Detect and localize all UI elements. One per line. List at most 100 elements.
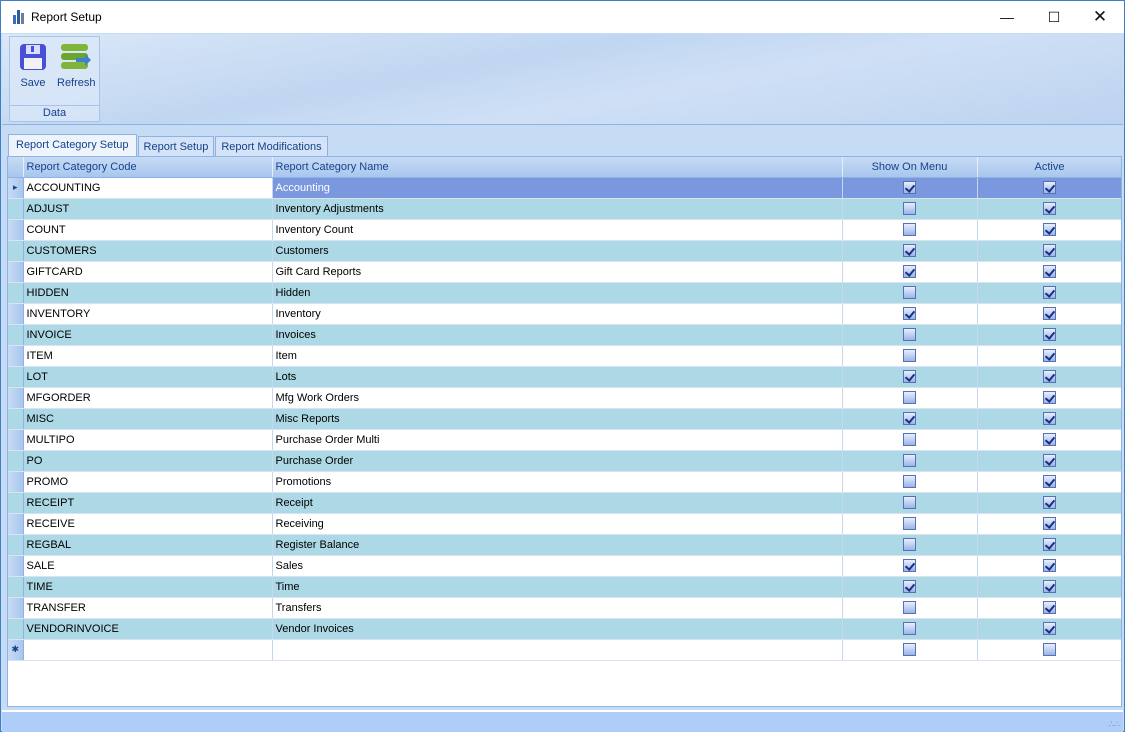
table-row[interactable]: RECEIVE Receiving [8, 513, 1121, 535]
tab-report-category-setup[interactable]: Report Category Setup [8, 134, 137, 157]
active-checkbox[interactable] [1043, 517, 1056, 530]
table-row[interactable]: VENDORINVOICE Vendor Invoices [8, 618, 1121, 640]
show-on-menu-checkbox[interactable] [903, 244, 916, 257]
row-header[interactable] [8, 471, 24, 493]
row-header[interactable] [8, 345, 24, 367]
show-on-menu-checkbox[interactable] [903, 475, 916, 488]
show-on-menu-checkbox[interactable] [903, 643, 916, 656]
cell-code[interactable]: SALE [23, 555, 273, 577]
active-checkbox[interactable] [1043, 622, 1056, 635]
cell-code[interactable]: GIFTCARD [23, 261, 273, 283]
show-on-menu-checkbox[interactable] [903, 202, 916, 215]
active-checkbox[interactable] [1043, 370, 1056, 383]
active-checkbox[interactable] [1043, 349, 1056, 362]
save-button[interactable]: Save [19, 43, 47, 89]
table-row[interactable]: ▸ ACCOUNTING Accounting [8, 177, 1121, 199]
cell-code[interactable]: TRANSFER [23, 597, 273, 619]
active-checkbox[interactable] [1043, 391, 1056, 404]
show-on-menu-checkbox[interactable] [903, 496, 916, 509]
cell-name[interactable]: Item [272, 345, 843, 367]
cell-code[interactable]: PROMO [23, 471, 273, 493]
row-header[interactable] [8, 618, 24, 640]
tab-report-setup[interactable]: Report Setup [137, 136, 215, 157]
cell-code[interactable] [23, 639, 273, 661]
cell-code[interactable]: CUSTOMERS [23, 240, 273, 262]
cell-name[interactable]: Invoices [272, 324, 843, 346]
table-row[interactable]: INVOICE Invoices [8, 324, 1121, 346]
cell-code[interactable]: ADJUST [23, 198, 273, 220]
column-header-show-on-menu[interactable]: Show On Menu [842, 157, 978, 178]
show-on-menu-checkbox[interactable] [903, 580, 916, 593]
maximize-button[interactable]: ☐ [1047, 8, 1061, 25]
show-on-menu-checkbox[interactable] [903, 181, 916, 194]
active-checkbox[interactable] [1043, 223, 1056, 236]
cell-code[interactable]: INVENTORY [23, 303, 273, 325]
row-header[interactable] [8, 450, 24, 472]
cell-name[interactable] [272, 639, 843, 661]
cell-name[interactable]: Time [272, 576, 843, 598]
cell-code[interactable]: MFGORDER [23, 387, 273, 409]
active-checkbox[interactable] [1043, 202, 1056, 215]
cell-name[interactable]: Transfers [272, 597, 843, 619]
table-row[interactable]: REGBAL Register Balance [8, 534, 1121, 556]
cell-name[interactable]: Mfg Work Orders [272, 387, 843, 409]
table-row[interactable]: MISC Misc Reports [8, 408, 1121, 430]
table-row[interactable]: SALE Sales [8, 555, 1121, 577]
active-checkbox[interactable] [1043, 244, 1056, 257]
active-checkbox[interactable] [1043, 643, 1056, 656]
active-checkbox[interactable] [1043, 286, 1056, 299]
table-row[interactable]: HIDDEN Hidden [8, 282, 1121, 304]
cell-name[interactable]: Purchase Order Multi [272, 429, 843, 451]
table-row[interactable]: TRANSFER Transfers [8, 597, 1121, 619]
cell-code[interactable]: RECEIVE [23, 513, 273, 535]
cell-name[interactable]: Register Balance [272, 534, 843, 556]
active-checkbox[interactable] [1043, 454, 1056, 467]
cell-name[interactable]: Inventory Adjustments [272, 198, 843, 220]
table-row[interactable]: RECEIPT Receipt [8, 492, 1121, 514]
cell-code[interactable]: HIDDEN [23, 282, 273, 304]
show-on-menu-checkbox[interactable] [903, 391, 916, 404]
table-row[interactable]: MULTIPO Purchase Order Multi [8, 429, 1121, 451]
row-header[interactable] [8, 576, 24, 598]
cell-code[interactable]: PO [23, 450, 273, 472]
cell-code[interactable]: MISC [23, 408, 273, 430]
table-row[interactable]: MFGORDER Mfg Work Orders [8, 387, 1121, 409]
show-on-menu-checkbox[interactable] [903, 349, 916, 362]
show-on-menu-checkbox[interactable] [903, 433, 916, 446]
active-checkbox[interactable] [1043, 475, 1056, 488]
show-on-menu-checkbox[interactable] [903, 454, 916, 467]
row-header[interactable] [8, 492, 24, 514]
cell-name[interactable]: Receiving [272, 513, 843, 535]
table-row[interactable]: ADJUST Inventory Adjustments [8, 198, 1121, 220]
row-header[interactable] [8, 261, 24, 283]
row-header[interactable]: ✱ [8, 639, 24, 661]
show-on-menu-checkbox[interactable] [903, 517, 916, 530]
tab-report-modifications[interactable]: Report Modifications [215, 136, 328, 157]
show-on-menu-checkbox[interactable] [903, 412, 916, 425]
row-header[interactable] [8, 366, 24, 388]
cell-name[interactable]: Vendor Invoices [272, 618, 843, 640]
cell-code[interactable]: VENDORINVOICE [23, 618, 273, 640]
active-checkbox[interactable] [1043, 181, 1056, 194]
cell-name[interactable]: Lots [272, 366, 843, 388]
table-row[interactable]: TIME Time [8, 576, 1121, 598]
row-header[interactable] [8, 219, 24, 241]
cell-name[interactable]: Sales [272, 555, 843, 577]
show-on-menu-checkbox[interactable] [903, 223, 916, 236]
column-header-code[interactable]: Report Category Code [23, 157, 273, 178]
cell-name[interactable]: Inventory Count [272, 219, 843, 241]
table-row[interactable]: LOT Lots [8, 366, 1121, 388]
active-checkbox[interactable] [1043, 496, 1056, 509]
cell-code[interactable]: RECEIPT [23, 492, 273, 514]
cell-name[interactable]: Customers [272, 240, 843, 262]
row-header[interactable] [8, 408, 24, 430]
cell-code[interactable]: TIME [23, 576, 273, 598]
table-row[interactable]: COUNT Inventory Count [8, 219, 1121, 241]
table-row[interactable]: INVENTORY Inventory [8, 303, 1121, 325]
active-checkbox[interactable] [1043, 433, 1056, 446]
refresh-button[interactable]: Refresh [57, 43, 96, 89]
column-header-active[interactable]: Active [977, 157, 1121, 178]
row-header[interactable] [8, 534, 24, 556]
cell-name[interactable]: Gift Card Reports [272, 261, 843, 283]
show-on-menu-checkbox[interactable] [903, 286, 916, 299]
